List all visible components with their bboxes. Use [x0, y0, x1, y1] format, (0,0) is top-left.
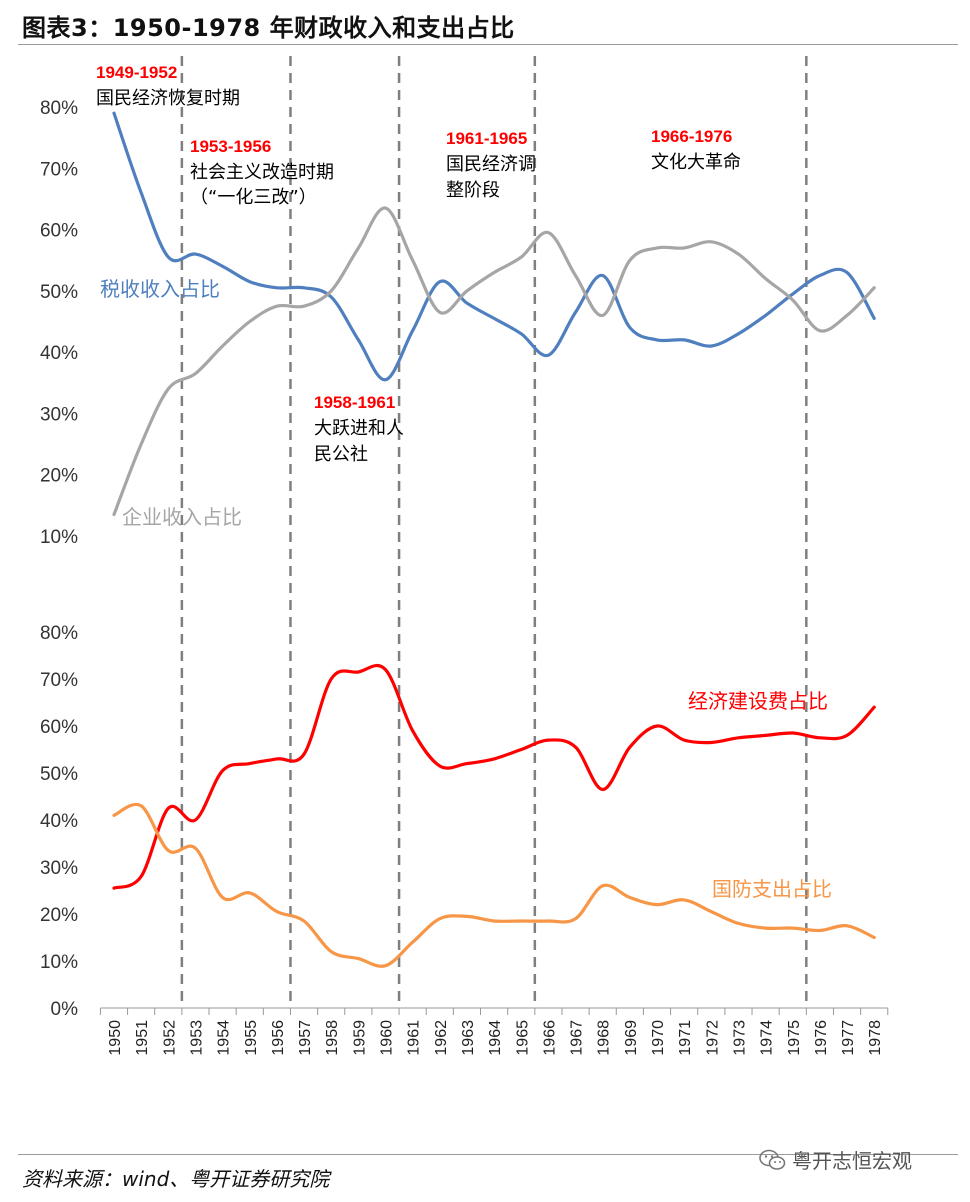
x-tick-label: 1963 — [460, 1020, 477, 1056]
y-tick-label: 30% — [40, 404, 78, 425]
period-annotation-1953-1956: 1953-1956 社会主义改造时期 （“一化三改”） — [190, 137, 334, 208]
x-tick-label: 1951 — [134, 1020, 151, 1056]
y-tick-label: 60% — [40, 221, 78, 242]
watermark-text: 粤开志恒宏观 — [792, 1149, 912, 1173]
title-divider — [18, 44, 958, 45]
series-label-enterprise: 企业收入占比 — [122, 505, 242, 529]
x-tick-label: 1972 — [704, 1020, 721, 1056]
period-name: 民公社 — [314, 444, 368, 465]
x-tick-label: 1978 — [867, 1020, 884, 1056]
x-tick-label: 1971 — [677, 1020, 694, 1056]
x-tick-label: 1967 — [569, 1020, 586, 1056]
x-tick-label: 1954 — [216, 1020, 233, 1056]
x-tick-label: 1962 — [433, 1020, 450, 1056]
period-name: 文化大革命 — [651, 152, 741, 173]
series-line — [112, 111, 876, 382]
y-tick-label: 50% — [40, 764, 78, 785]
top-y-axis: 10% 20% 30% 40% 50% 60% 70% 80% — [40, 98, 78, 548]
series-lines — [112, 111, 876, 968]
y-tick-label: 60% — [40, 717, 78, 738]
x-tick-label: 1968 — [596, 1020, 613, 1056]
x-axis: 1950 1951 1952 1953 1954 1955 1956 1957 1958 1959… — [99, 1007, 889, 1056]
x-tick-label: 1966 — [541, 1020, 558, 1056]
y-tick-label: 50% — [40, 282, 78, 303]
period-dividers — [180, 56, 808, 1005]
wechat-icon — [759, 1149, 786, 1170]
combined-chart: 10% 20% 30% 40% 50% 60% 70% 80% 0% 10% 20% 30% 40% 5… — [40, 56, 889, 1056]
y-tick-label: 20% — [40, 466, 78, 487]
y-tick-label: 80% — [40, 98, 78, 119]
footer-divider — [18, 1154, 958, 1155]
watermark: 粤开志恒宏观 — [758, 1145, 912, 1174]
series-line — [112, 802, 876, 968]
period-name: （“一化三改”） — [190, 187, 317, 208]
x-tick-label: 1974 — [759, 1020, 776, 1056]
source-note: 资料来源：wind、粤开证券研究院 — [22, 1167, 330, 1191]
x-tick-label: 1973 — [731, 1020, 748, 1056]
series-label-tax: 税收收入占比 — [100, 277, 220, 301]
x-tick-label: 1955 — [243, 1020, 260, 1056]
y-tick-label: 10% — [40, 527, 78, 548]
period-name: 国民经济调 — [446, 154, 536, 175]
y-tick-label: 10% — [40, 952, 78, 973]
y-tick-label: 40% — [40, 343, 78, 364]
x-tick-label: 1960 — [379, 1020, 396, 1056]
period-name: 大跃进和人 — [314, 418, 404, 439]
x-tick-label: 1950 — [107, 1020, 124, 1056]
x-tick-label: 1969 — [623, 1020, 640, 1056]
period-years: 1958-1961 — [314, 393, 395, 412]
period-annotation-1961-1965: 1961-1965 国民经济调 整阶段 — [446, 129, 536, 201]
y-tick-label: 70% — [40, 159, 78, 180]
period-name: 社会主义改造时期 — [190, 162, 334, 183]
period-years: 1966-1976 — [651, 127, 732, 146]
period-years: 1949-1952 — [96, 63, 177, 82]
series-label-construction: 经济建设费占比 — [688, 689, 828, 713]
series-label-defense: 国防支出占比 — [712, 877, 832, 901]
x-tick-label: 1975 — [786, 1020, 803, 1056]
period-name: 国民经济恢复时期 — [96, 88, 240, 109]
x-tick-label: 1956 — [270, 1020, 287, 1056]
period-annotation-1958-1961: 1958-1961 大跃进和人 民公社 — [314, 393, 404, 465]
chart-title: 图表3：1950-1978 年财政收入和支出占比 — [22, 14, 515, 42]
x-tick-label: 1976 — [813, 1020, 830, 1056]
x-tick-label: 1964 — [487, 1020, 504, 1056]
y-tick-label: 40% — [40, 811, 78, 832]
series-line — [112, 664, 876, 890]
x-tick-label: 1957 — [297, 1020, 314, 1056]
bottom-y-axis: 0% 10% 20% 30% 40% 50% 60% 70% 80% — [40, 623, 78, 1020]
x-tick-label: 1965 — [514, 1020, 531, 1056]
x-tick-label: 1952 — [161, 1020, 178, 1056]
y-tick-label: 70% — [40, 670, 78, 691]
period-annotation-1949-1952: 1949-1952 国民经济恢复时期 — [96, 63, 240, 109]
x-tick-label: 1977 — [840, 1020, 857, 1056]
period-years: 1953-1956 — [190, 137, 271, 156]
period-name: 整阶段 — [446, 180, 500, 201]
y-tick-label: 0% — [51, 999, 79, 1020]
y-tick-label: 80% — [40, 623, 78, 644]
x-tick-label: 1953 — [188, 1020, 205, 1056]
x-tick-label: 1958 — [324, 1020, 341, 1056]
series-line — [112, 206, 876, 517]
period-annotation-1966-1976: 1966-1976 文化大革命 — [651, 127, 741, 173]
y-tick-label: 20% — [40, 905, 78, 926]
x-tick-label: 1959 — [351, 1020, 368, 1056]
period-years: 1961-1965 — [446, 129, 527, 148]
x-tick-label: 1961 — [406, 1020, 423, 1056]
x-tick-label: 1970 — [650, 1020, 667, 1056]
y-tick-label: 30% — [40, 858, 78, 879]
